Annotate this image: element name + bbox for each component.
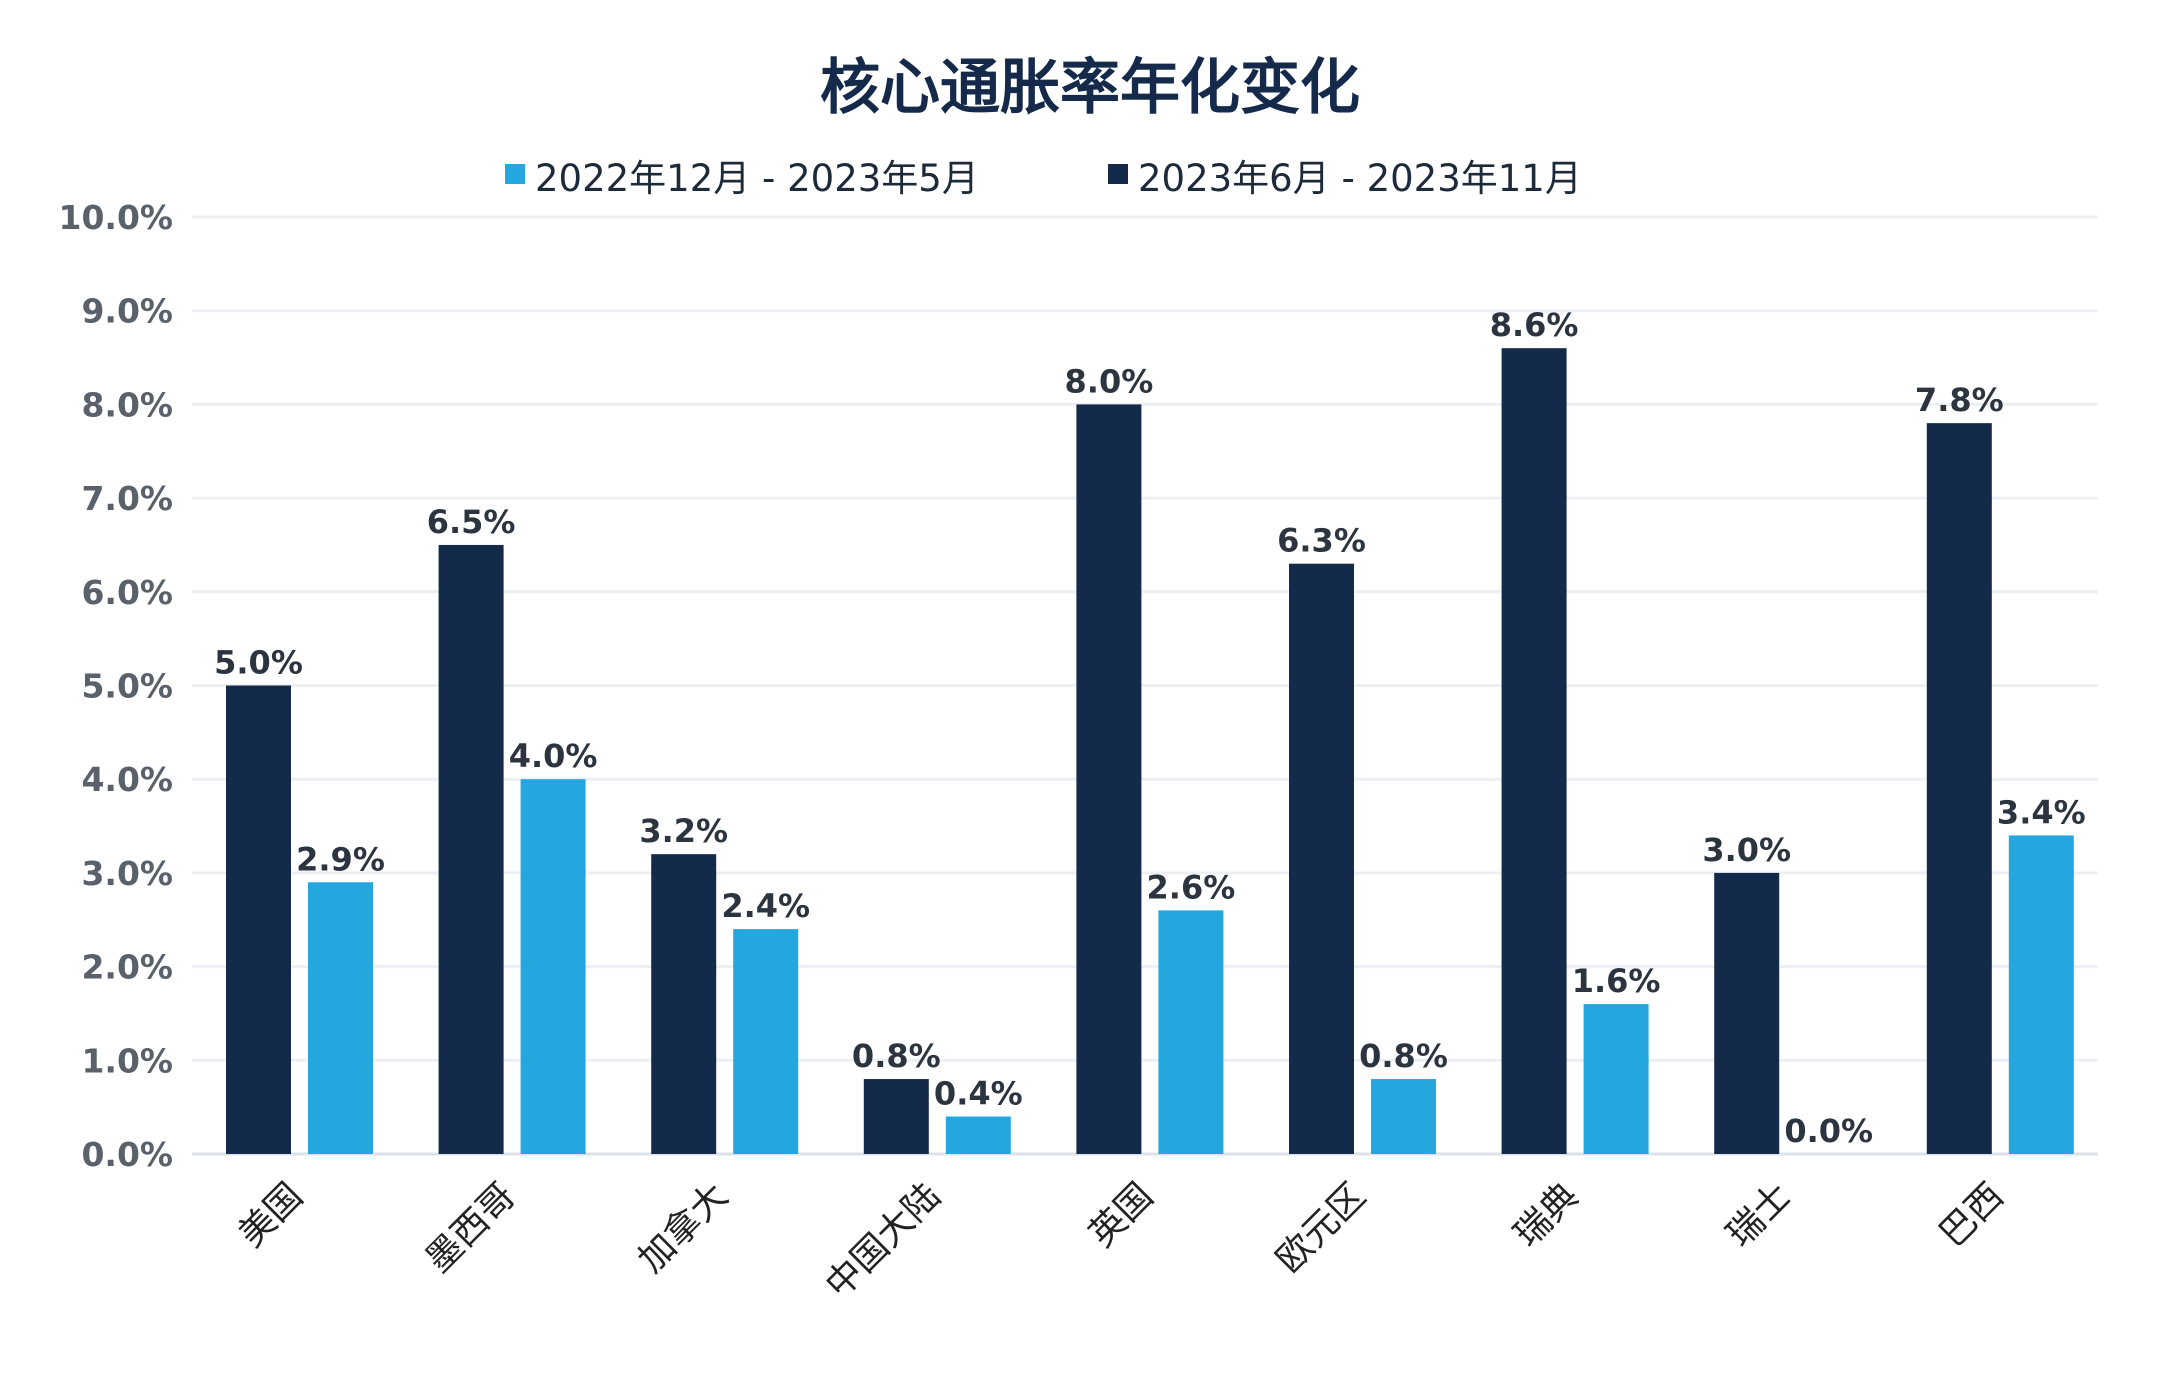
bar [1076, 404, 1142, 1154]
bar [651, 854, 717, 1154]
bar [1289, 563, 1354, 1154]
y-tick-label: 0.0% [81, 1135, 173, 1174]
y-tick-label: 4.0% [81, 760, 173, 799]
data-label: 2.9% [296, 840, 385, 878]
legend-swatch [505, 164, 525, 184]
data-label: 5.0% [214, 644, 303, 682]
x-axis: 美国 墨西哥 加拿大 中国大陆 英国 欧元区 瑞典 瑞士 巴西 [231, 1175, 2012, 1306]
bar [1158, 910, 1224, 1154]
data-label: 4.0% [509, 737, 598, 775]
bar [1583, 1004, 1649, 1154]
y-tick-label: 1.0% [81, 1041, 173, 1080]
data-label: 0.4% [934, 1075, 1023, 1113]
x-tick-label: 瑞士 [1719, 1175, 1799, 1255]
bar [733, 929, 799, 1154]
data-label: 8.0% [1065, 362, 1154, 400]
y-tick-label: 7.0% [81, 479, 173, 518]
data-label: 2.4% [721, 887, 810, 925]
bar [1371, 1079, 1436, 1154]
y-tick-label: 6.0% [81, 573, 173, 612]
legend-label: 2023年6月 - 2023年11月 [1138, 157, 1582, 200]
data-label: 6.5% [427, 503, 516, 541]
y-axis: 0.0% 1.0% 2.0% 3.0% 4.0% 5.0% 6.0% 7.0% 8.0% 9.0%… [59, 198, 174, 1174]
x-tick-label: 中国大陆 [818, 1175, 949, 1306]
x-tick-label: 英国 [1081, 1175, 1161, 1255]
data-label: 0.0% [1784, 1112, 1873, 1150]
gridlines [192, 215, 2098, 1156]
legend-swatch [1108, 164, 1128, 184]
bars: 5.0%2.9%6.5%4.0%3.2%2.4%0.8%0.4%8.0%2.6%… [214, 306, 2086, 1154]
y-tick-label: 3.0% [81, 854, 173, 893]
x-tick-label: 巴西 [1932, 1175, 2012, 1255]
y-tick-label: 8.0% [81, 385, 173, 424]
x-tick-label: 欧元区 [1268, 1175, 1373, 1280]
bar [520, 779, 586, 1154]
legend-label: 2022年12月 - 2023年5月 [535, 157, 979, 200]
x-tick-label: 加拿大 [631, 1175, 736, 1280]
y-tick-label: 10.0% [59, 198, 174, 237]
data-label: 0.8% [852, 1037, 941, 1075]
data-label: 6.3% [1277, 522, 1366, 560]
x-tick-label: 瑞典 [1507, 1175, 1587, 1255]
bar [308, 882, 373, 1154]
data-label: 2.6% [1147, 868, 1236, 906]
x-tick-label: 墨西哥 [418, 1175, 523, 1280]
y-tick-label: 2.0% [81, 948, 173, 987]
data-label: 3.4% [1997, 793, 2086, 831]
y-tick-label: 5.0% [81, 667, 173, 706]
bar [438, 544, 504, 1154]
legend: 2022年12月 - 2023年5月 2023年6月 - 2023年11月 [505, 157, 1582, 200]
bar [1926, 423, 1992, 1154]
bar [863, 1079, 929, 1154]
bar [1714, 872, 1780, 1154]
data-label: 3.2% [639, 812, 728, 850]
bar [2008, 835, 2074, 1154]
bar [1501, 348, 1567, 1154]
data-label: 0.8% [1359, 1037, 1448, 1075]
x-tick-label: 美国 [231, 1175, 311, 1255]
bar [945, 1116, 1011, 1154]
bar [226, 685, 291, 1154]
chart-title: 核心通胀率年化变化 [820, 53, 1360, 123]
y-tick-label: 9.0% [81, 292, 173, 331]
data-label: 7.8% [1915, 381, 2004, 419]
data-label: 8.6% [1490, 306, 1579, 344]
data-label: 1.6% [1572, 962, 1661, 1000]
data-label: 3.0% [1702, 831, 1791, 869]
